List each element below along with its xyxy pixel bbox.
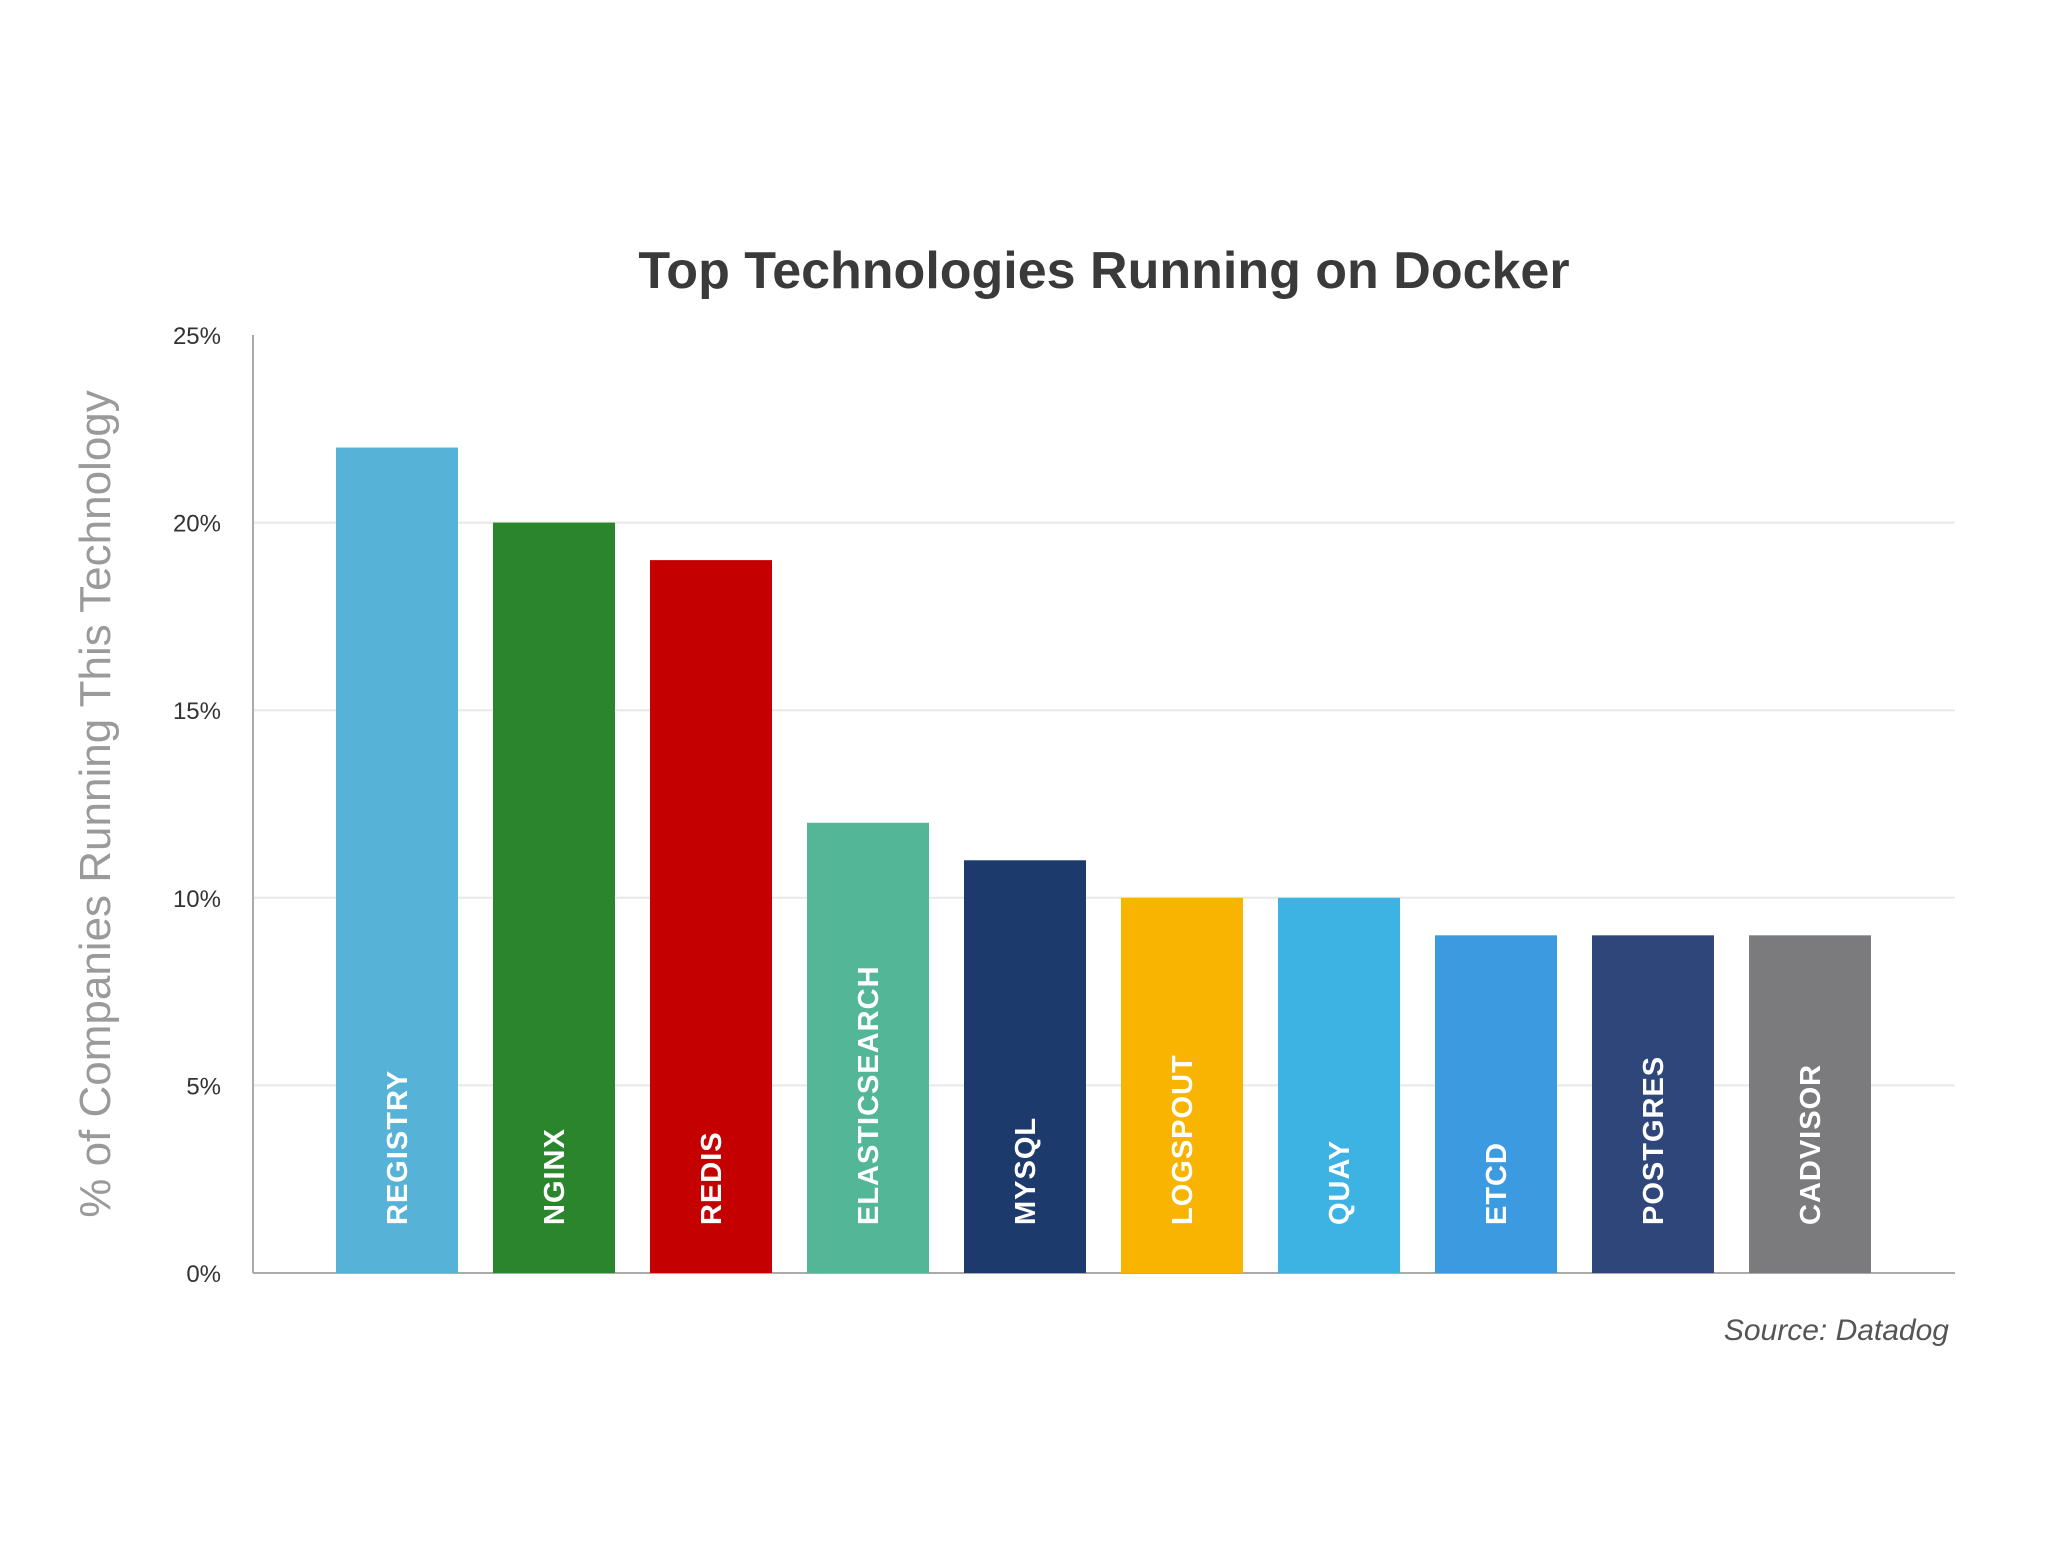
y-axis-label: % of Companies Running This Technology [71, 390, 120, 1218]
y-tick-label: 20% [173, 511, 221, 538]
bar-nginx [493, 522, 615, 1273]
bar-label: NGINX [539, 1128, 571, 1225]
bar-label: LOGSPOUT [1167, 1054, 1199, 1225]
bar-label: REDIS [696, 1131, 728, 1225]
chart-title: Top Technologies Running on Docker [638, 242, 1569, 300]
bar-redis [650, 560, 772, 1273]
bar-elasticsearch [807, 822, 929, 1273]
y-tick-labels: 0% 5% 10% 15% 20% 25% [173, 323, 221, 1288]
bar-etcd [1435, 935, 1557, 1273]
y-tick-label: 10% [173, 886, 221, 913]
bar-label: MYSQL [1010, 1117, 1042, 1225]
y-tick-label: 25% [173, 323, 221, 350]
bar-label: CADVISOR [1795, 1064, 1827, 1225]
bar-quay [1278, 897, 1400, 1273]
bar-label: POSTGRES [1638, 1056, 1670, 1225]
y-tick-label: 0% [186, 1261, 221, 1288]
source-label: Source: Datadog [1724, 1314, 1949, 1347]
bar-logspout [1121, 897, 1243, 1273]
bar-postgres [1592, 935, 1714, 1273]
bar-labels: REGISTRY NGINX REDIS ELASTICSEARCH MYSQL LOGS… [382, 965, 1827, 1225]
bar-cadvisor [1749, 935, 1871, 1273]
y-tick-label: 15% [173, 698, 221, 725]
bar-label: QUAY [1324, 1140, 1356, 1225]
bar-label: ETCD [1481, 1142, 1513, 1225]
bar-registry [336, 447, 458, 1273]
bar-label: ELASTICSEARCH [853, 965, 885, 1225]
bar-label: REGISTRY [382, 1070, 414, 1225]
bar-mysql [964, 860, 1086, 1273]
bars [336, 447, 1871, 1273]
y-tick-label: 5% [186, 1073, 221, 1100]
